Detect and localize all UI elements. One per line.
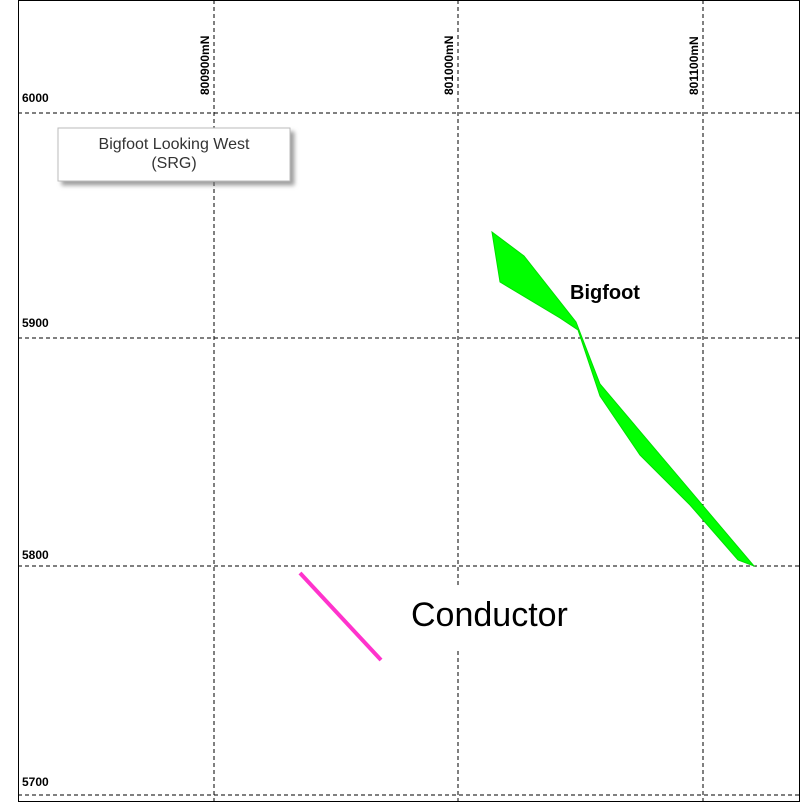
frame	[18, 0, 800, 802]
elevation-label: 5700	[22, 775, 49, 789]
view-label: (SRG)	[151, 155, 196, 172]
elevation-label: 5900	[22, 316, 49, 330]
northing-label: 801000mN	[442, 36, 456, 95]
view-box	[57, 127, 291, 182]
orebody-shape	[491, 230, 756, 568]
northing-label: 801100mN	[687, 36, 701, 95]
elevation-label: 5800	[22, 548, 49, 562]
conductor-line	[298, 571, 383, 662]
northing-label: 800900mN	[198, 36, 212, 95]
conductor-label: Conductor	[411, 596, 568, 634]
label-background	[408, 586, 608, 648]
view-label: Bigfoot Looking West	[99, 136, 250, 153]
elevation-label: 6000	[22, 91, 49, 105]
orebody-label: Bigfoot	[570, 282, 640, 304]
